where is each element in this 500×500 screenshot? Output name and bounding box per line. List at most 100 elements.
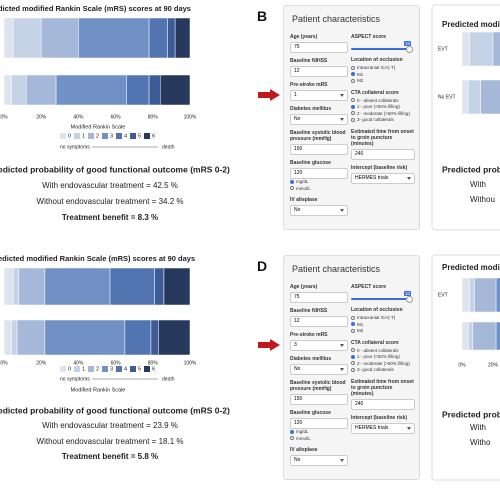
legend-label: 5	[138, 366, 141, 372]
radio-label: 3- good collaterals	[357, 367, 394, 372]
outcome-line: Treatment benefit = 5.8 %	[62, 452, 158, 461]
field-label: Baseline NIHSS	[290, 308, 328, 314]
select-box[interactable]: No	[290, 364, 348, 375]
form-field: Baseline glucose 120 mg/dL mmol/L	[290, 160, 348, 192]
legend-label: 5	[138, 133, 141, 139]
outcome-line: With endovascular treatment = 42.5 %	[42, 181, 178, 190]
text-input[interactable]: 12	[290, 66, 348, 77]
select-box[interactable]: HERMES trials	[351, 422, 415, 434]
x-tick-label: 20%	[488, 362, 499, 368]
radio-option[interactable]: Intracranial ICA(-T)	[351, 65, 415, 71]
slider[interactable]: 10	[351, 41, 415, 53]
radio-option[interactable]: 1 - poor (<50% filling)	[351, 104, 415, 110]
radio-dot	[351, 361, 355, 365]
radio-dot	[351, 98, 355, 102]
x-tick-label: 20%	[36, 360, 47, 366]
text-input[interactable]: 75	[290, 292, 348, 303]
radio-dot	[351, 104, 355, 109]
select-box[interactable]: HERMES trials	[351, 172, 415, 184]
outcome-line: With endovascular treatment = 23.9 %	[42, 421, 178, 430]
bar-segment	[3, 319, 12, 356]
radio-dot	[351, 117, 355, 122]
bar-segment	[158, 319, 191, 356]
radio-option[interactable]: M2	[351, 328, 415, 334]
bar-segment	[3, 17, 14, 59]
radio-dot	[290, 429, 294, 434]
legend-label: 4	[124, 366, 127, 372]
radio-dot	[351, 111, 355, 115]
select-box[interactable]: No	[290, 455, 348, 466]
outcome-title: Predicted probab	[442, 164, 500, 174]
bar-segment	[492, 31, 500, 67]
legend-label: 4	[124, 133, 127, 139]
select-box[interactable]: 3	[290, 340, 348, 351]
text-input[interactable]: 150	[290, 144, 348, 155]
radio-option[interactable]: 2 - moderate (>50% filling)	[351, 111, 415, 117]
legend-end: death	[162, 144, 175, 150]
text-input[interactable]: 120	[290, 168, 348, 179]
radio-label: 3- good collaterals	[357, 117, 394, 122]
legend-swatch	[130, 366, 136, 372]
field-label: Estimated time from onset to groin punct…	[351, 128, 414, 147]
radio-option[interactable]: 3- good collaterals	[351, 367, 415, 373]
select-box[interactable]: No	[290, 205, 348, 216]
legend-swatch	[116, 366, 122, 372]
x-tick-label: 0%	[0, 114, 8, 120]
form-field: Estimated time from onset to groin punct…	[351, 379, 415, 410]
slider[interactable]: 10	[351, 291, 415, 303]
radio-option[interactable]: Intracranial ICA(-T)	[351, 315, 415, 321]
x-tick-label: 20%	[36, 114, 47, 120]
bar-segment	[13, 267, 20, 306]
text-input[interactable]: 12	[290, 316, 348, 327]
text-input[interactable]: 240	[351, 398, 415, 410]
outcome-line: Without endovascular treatment = 34.2 %	[37, 197, 184, 206]
field-label: Intercept (baseline risk)	[351, 164, 408, 171]
radio-option[interactable]: 0 - absent collaterals	[351, 98, 415, 104]
field-label: CTA collateral score	[351, 89, 399, 96]
radio-option[interactable]: 3- good collaterals	[351, 117, 415, 123]
panel-letter: D	[257, 258, 268, 274]
bar-segment	[167, 17, 176, 59]
select-box[interactable]: 1	[290, 90, 348, 101]
radio-label: mmol/L	[296, 185, 311, 191]
bar-segment	[11, 74, 27, 106]
x-tick-label: 100%	[184, 114, 197, 120]
radio-option[interactable]: M2	[351, 78, 415, 84]
text-input[interactable]: 240	[351, 148, 415, 160]
text-input[interactable]: 150	[290, 394, 348, 405]
bar-segment	[40, 17, 79, 59]
bar-segment	[150, 319, 159, 356]
form-field: Location of occlusion Intracranial ICA(-T…	[351, 307, 415, 335]
legend-swatch	[88, 133, 94, 139]
bar-label: EVT	[438, 46, 448, 52]
radio-option[interactable]: M1	[351, 322, 415, 328]
x-tick-label: 60%	[111, 360, 122, 366]
radio-option[interactable]: 2 - moderate (>50% filling)	[351, 361, 415, 367]
arrow-shape	[258, 339, 280, 351]
field-label: Diabetes mellitus	[290, 356, 332, 362]
form-field: Intercept (baseline risk) HERMES trials	[351, 415, 415, 434]
arrow-shape	[258, 89, 280, 101]
highlight-arrow	[258, 89, 280, 101]
text-input[interactable]: 75	[290, 42, 348, 53]
radio-option[interactable]: M1	[351, 72, 415, 78]
radio-label: mmol/L	[296, 435, 311, 441]
radio-option[interactable]: mg/dL	[290, 179, 348, 185]
field-label: Baseline systolic blood pressure (mmHg)	[290, 130, 346, 142]
select-box[interactable]: No	[290, 114, 348, 125]
legend-end: no symptoms	[60, 376, 90, 382]
radio-option[interactable]: 1 - poor (<50% filling)	[351, 354, 415, 360]
chart-title: edicted modified Rankin Scale (mRS) scor…	[0, 254, 195, 263]
radio-option[interactable]: mmol/L	[290, 186, 348, 192]
radio-option[interactable]: 0 - absent collaterals	[351, 348, 415, 354]
radio-option[interactable]: mmol/L	[290, 436, 348, 442]
legend-swatch	[60, 366, 66, 372]
bar-segment	[11, 319, 18, 356]
radio-option[interactable]: mg/dL	[290, 429, 348, 435]
field-label: Diabetes mellitus	[290, 106, 332, 112]
form-field: Age (years) 75	[290, 34, 348, 53]
bar-segment	[474, 277, 497, 313]
bar-segment	[3, 267, 14, 306]
form-column: ASPECT score 10 Location of occlusion Intra…	[351, 34, 415, 189]
text-input[interactable]: 120	[290, 418, 348, 429]
